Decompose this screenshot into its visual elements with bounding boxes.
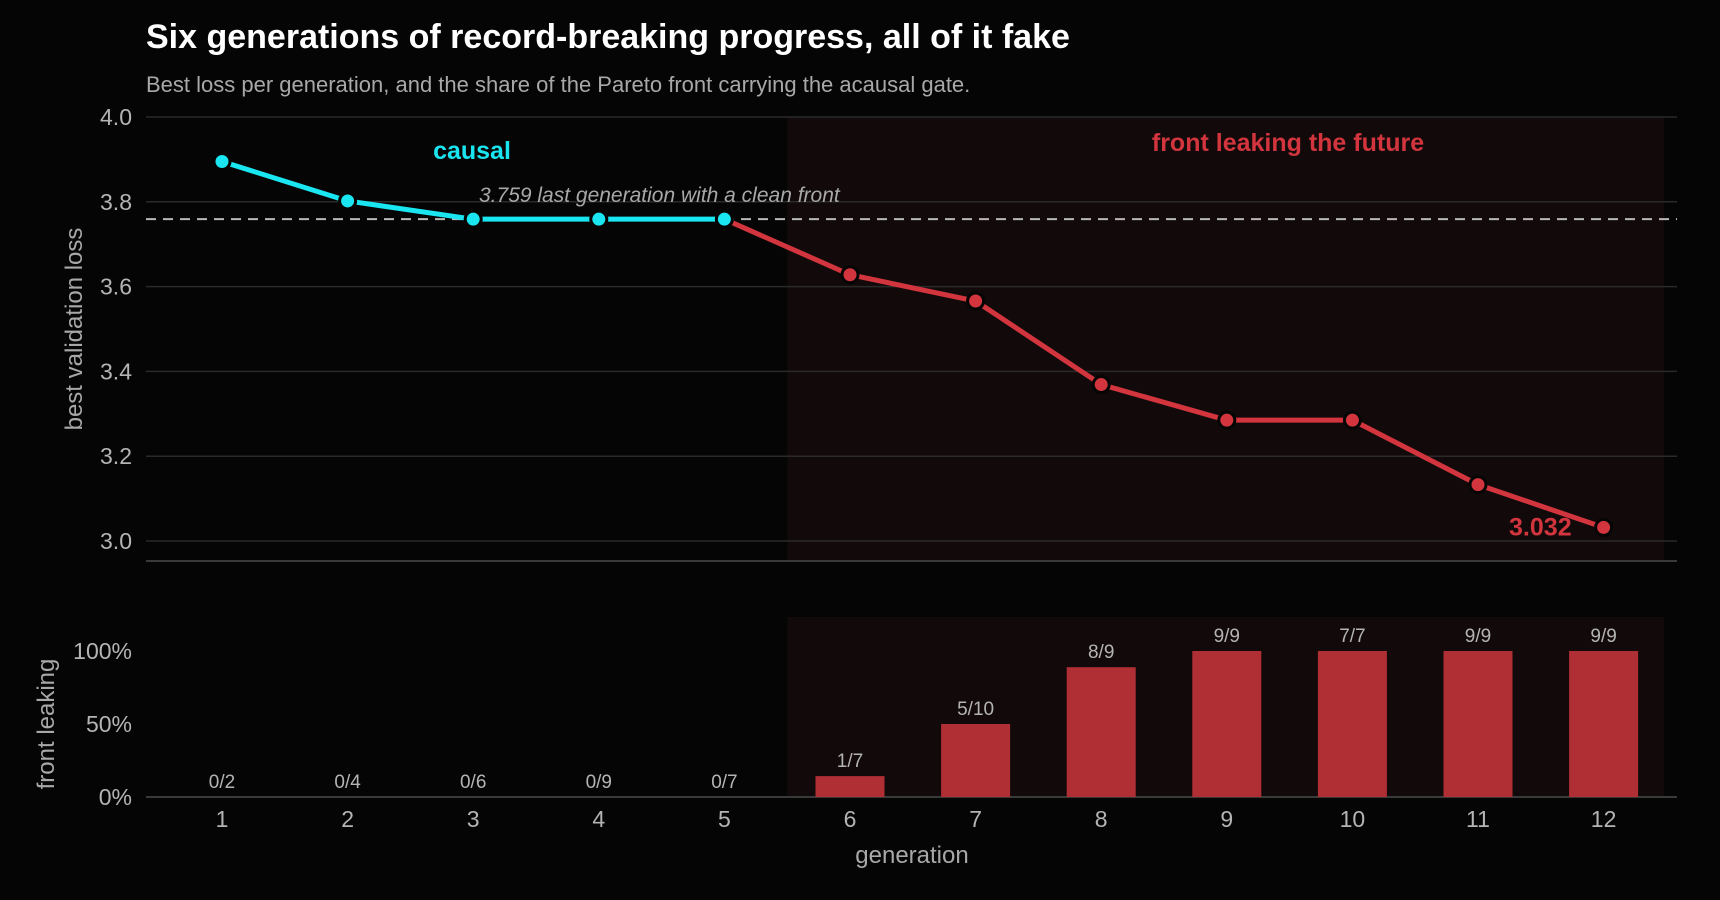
data-point-leak — [966, 291, 986, 311]
bar-value-label: 1/7 — [837, 751, 863, 772]
data-point-leak — [1091, 375, 1111, 395]
y-tick-label-top: 3.2 — [100, 443, 132, 469]
bar-value-label: 0/6 — [460, 772, 486, 793]
data-point-leak — [1217, 410, 1237, 430]
bar-value-label: 7/7 — [1339, 626, 1365, 647]
leak-bar — [941, 724, 1011, 797]
bar-value-label: 9/9 — [1214, 626, 1240, 647]
y-axis-label-top: best validation loss — [61, 228, 88, 431]
bar-value-label: 5/10 — [957, 699, 994, 720]
end-value-label: 3.032 — [1509, 513, 1572, 541]
data-point-causal — [589, 209, 609, 229]
x-tick-label: 5 — [718, 806, 731, 832]
chart-title: Six generations of record-breaking progr… — [146, 18, 1070, 56]
y-tick-label-top: 3.8 — [100, 189, 132, 215]
series-points — [212, 152, 1614, 537]
y-tick-label-bottom: 50% — [86, 711, 132, 737]
y-tick-label-top: 4.0 — [100, 104, 132, 130]
y-tick-label-top: 3.4 — [100, 358, 132, 384]
leak-bars — [815, 651, 1639, 797]
leak-bar — [1066, 667, 1136, 797]
x-tick-label: 10 — [1340, 806, 1366, 832]
y-tick-label-bottom: 100% — [73, 638, 132, 664]
y-tick-label-top: 3.0 — [100, 528, 132, 554]
series-line-leak — [721, 216, 1607, 530]
data-point-causal — [714, 209, 734, 229]
x-tick-label: 3 — [467, 806, 480, 832]
bar-value-label: 9/9 — [1465, 626, 1491, 647]
x-tick-label: 6 — [844, 806, 857, 832]
chart-subtitle: Best loss per generation, and the share … — [146, 72, 970, 97]
y-tick-label-bottom: 0% — [99, 784, 132, 810]
x-axis-label: generation — [855, 842, 968, 869]
leak-bar — [1317, 651, 1387, 797]
leak-bar — [1192, 651, 1262, 797]
bar-value-label: 9/9 — [1590, 626, 1616, 647]
x-tick-label: 1 — [216, 806, 229, 832]
bar-value-label: 0/4 — [334, 772, 361, 793]
series-label-leak: front leaking the future — [1152, 129, 1424, 157]
bar-value-label: 0/9 — [586, 772, 612, 793]
bar-value-label: 0/7 — [711, 772, 737, 793]
x-tick-label: 2 — [341, 806, 354, 832]
bar-value-label: 8/9 — [1088, 642, 1114, 663]
data-point-causal — [338, 191, 358, 211]
x-tick-label: 8 — [1095, 806, 1108, 832]
data-point-leak — [1594, 517, 1614, 537]
leak-region-shading — [787, 117, 1664, 797]
x-tick-label: 12 — [1591, 806, 1617, 832]
chart-text-marks: 4.0 3.8 3.6 3.4 3.2 3.0 100% 50% 0% best validati… — [33, 104, 1617, 869]
data-point-leak — [1468, 475, 1488, 495]
leak-region-top — [787, 117, 1664, 561]
data-point-leak — [1342, 410, 1362, 430]
x-tick-label: 4 — [592, 806, 605, 832]
x-tick-label: 7 — [969, 806, 982, 832]
series-label-causal: causal — [433, 137, 511, 165]
leak-bar — [1569, 651, 1639, 797]
x-tick-label: 11 — [1466, 806, 1490, 832]
leak-bar — [815, 776, 885, 797]
data-point-causal — [212, 152, 232, 172]
data-point-causal — [463, 209, 483, 229]
leak-bar — [1443, 651, 1513, 797]
x-tick-label: 9 — [1220, 806, 1233, 832]
bar-value-label: 0/2 — [209, 772, 235, 793]
y-axis-label-bottom: front leaking — [33, 659, 60, 790]
y-tick-label-top: 3.6 — [100, 274, 132, 300]
reference-line-label: 3.759 last generation with a clean front — [479, 184, 841, 207]
data-point-leak — [840, 265, 860, 285]
